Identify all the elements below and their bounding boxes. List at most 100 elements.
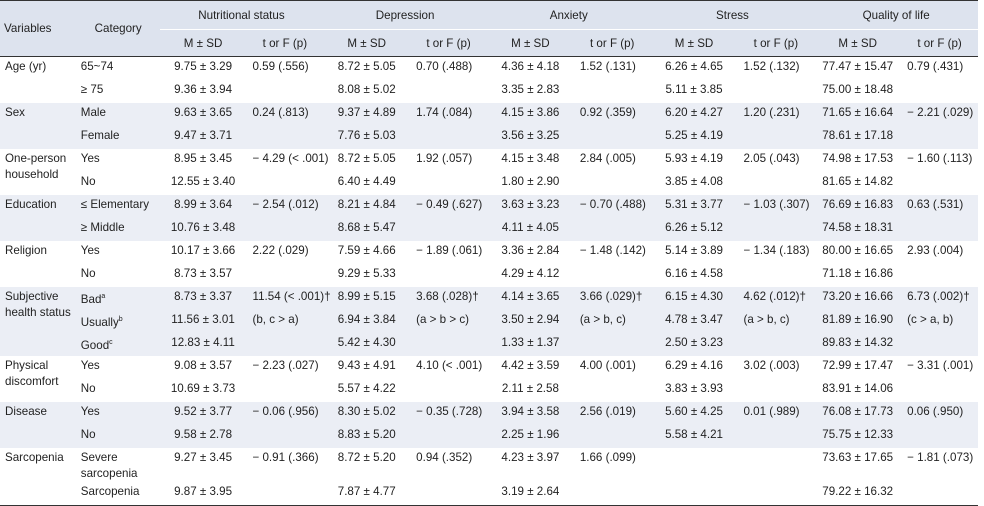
statistic-cell [574, 80, 651, 103]
statistic-cell [737, 218, 815, 241]
statistic-cell: 1.66 (.099) [579, 451, 636, 464]
mean-sd-cell: 4.14 ± 3.65 [486, 287, 574, 310]
mean-sd-cell: 71.65 ± 16.64 [814, 103, 902, 126]
statistic-cell: − 0.70 (.488) [573, 195, 651, 218]
mean-sd-cell: 6.26 ± 5.12 [650, 218, 738, 241]
category-label: Yes [80, 359, 100, 372]
mean-sd-cell: 9.75 ± 3.29 [174, 60, 233, 73]
header-t-or-f: t or F (p) [246, 29, 324, 57]
statistic-cell: 1.52 (.131) [579, 60, 636, 73]
variable-cell: Religion [5, 244, 47, 257]
category-cell: ≥ Middle [76, 218, 160, 241]
mean-sd-cell: 9.36 ± 3.94 [174, 83, 233, 96]
mean-sd-cell: 5.25 ± 4.19 [650, 126, 738, 149]
mean-sd-cell: 5.31 ± 3.77 [650, 195, 738, 218]
mean-sd-cell: 7.59 ± 4.66 [337, 244, 396, 257]
mean-sd-cell: 9.29 ± 5.33 [337, 267, 396, 280]
statistic-cell [574, 172, 651, 195]
statistic-cell [737, 333, 815, 356]
mean-sd-cell: 81.65 ± 14.82 [822, 175, 894, 188]
mean-sd-cell: 4.15 ± 3.86 [486, 103, 574, 126]
category-cell: ≥ 75 [77, 80, 160, 103]
statistic-cell [410, 425, 487, 448]
mean-sd-cell: 4.29 ± 4.12 [501, 267, 560, 280]
statistic-cell [901, 172, 978, 195]
mean-sd-cell: 8.95 ± 3.45 [174, 152, 233, 165]
category-cell: No [77, 264, 160, 287]
statistic-cell: 3.66 (.029)† [573, 287, 651, 310]
category-cell: Female [76, 126, 160, 149]
table-body: Age (yr) 65~74 9.75 ± 3.29 0.59 (.556) 8.72 … [0, 57, 978, 506]
mean-sd-cell: 4.42 ± 3.59 [501, 359, 560, 372]
mean-sd-cell: 71.18 ± 16.86 [822, 267, 894, 280]
mean-sd-cell: 74.58 ± 18.31 [814, 218, 902, 241]
statistic-cell: 6.73 (.002)† [901, 287, 978, 310]
statistic-cell: 0.06 (.950) [901, 402, 978, 425]
mean-sd-cell: 8.72 ± 5.05 [337, 152, 396, 165]
table-row: One-person household Yes 8.95 ± 3.45 − 4.29… [0, 149, 978, 181]
mean-sd-cell: 1.80 ± 2.90 [501, 175, 560, 188]
mean-sd-cell: 8.72 ± 5.05 [337, 60, 396, 73]
header-t-or-f: t or F (p) [410, 29, 487, 57]
statistic-cell [246, 218, 324, 241]
mean-sd-cell: 3.85 ± 4.08 [665, 175, 723, 188]
statistic-cell [246, 379, 323, 402]
table-row: Subjective health status Bada 8.73 ± 3.37 1… [0, 287, 978, 356]
category-label: Yes [80, 152, 100, 165]
mean-sd-cell: 2.50 ± 3.23 [650, 333, 738, 356]
statistic-cell: 4.10 (< .001) [416, 359, 483, 372]
header-t-or-f: t or F (p) [901, 29, 978, 57]
statistic-cell [737, 126, 815, 149]
mean-sd-cell: 74.98 ± 17.53 [822, 152, 894, 165]
statistic-cell [573, 333, 651, 356]
variable-cell: Subjective health status [0, 287, 77, 356]
variable-cell: One-person household [5, 152, 67, 181]
mean-sd-cell: 1.33 ± 1.37 [486, 333, 574, 356]
statistic-cell: − 0.49 (.627) [410, 195, 487, 218]
header-group-anxiety: Anxiety [486, 0, 651, 30]
category-label: Yes [80, 405, 100, 418]
mean-sd-cell: 4.11 ± 4.05 [486, 218, 574, 241]
statistic-cell: − 1.34 (.183) [743, 244, 810, 257]
mean-sd-cell: 77.47 ± 15.47 [822, 60, 894, 73]
statistic-cell: 0.24 (.813) [246, 103, 324, 126]
header-mean-sd: M ± SD [814, 29, 902, 57]
mean-sd-cell: 89.83 ± 14.32 [814, 333, 902, 356]
category-cell: No [77, 379, 160, 402]
mean-sd-cell: 6.15 ± 4.30 [650, 287, 738, 310]
mean-sd-cell: 73.20 ± 16.66 [814, 287, 902, 310]
header-group-depression: Depression [323, 0, 487, 30]
table-row: Sex Male 9.63 ± 3.65 0.24 (.813) 9.37 ± 4.89… [0, 103, 978, 149]
table-row: Religion Yes 10.17 ± 3.66 2.22 (.029) 7.59 ±… [0, 241, 978, 264]
statistic-cell: 0.01 (.989) [737, 402, 815, 425]
statistic-cell [574, 264, 651, 287]
statistic-cell [901, 425, 978, 448]
statistic-cell: 11.54 (< .001)† [246, 287, 331, 310]
header-mean-sd: M ± SD [159, 29, 247, 57]
table-row: Usuallyb 11.56 ± 3.01 (b, c > a) 6.94 ± 3.8… [0, 310, 978, 333]
statistic-cell [901, 80, 978, 103]
mean-sd-cell: 9.63 ± 3.65 [159, 103, 247, 126]
mean-sd-cell: 4.78 ± 3.47 [650, 310, 738, 333]
mean-sd-cell: 2.11 ± 2.58 [501, 382, 559, 395]
statistic-cell [246, 80, 323, 103]
mean-sd-cell: 3.56 ± 3.25 [486, 126, 574, 149]
mean-sd-cell: 9.58 ± 2.78 [159, 425, 247, 448]
category-label: Bad [80, 292, 102, 306]
statistic-cell: 1.52 (.132) [743, 60, 800, 73]
mean-sd-cell: 3.36 ± 2.84 [501, 244, 560, 257]
statistic-cell [574, 379, 651, 402]
statistic-cell: 2.84 (.005) [579, 152, 636, 165]
statistic-cell [737, 264, 814, 287]
variable-cell: Physical discomfort [5, 359, 59, 388]
category-cell: Yes [76, 402, 160, 425]
statistic-cell [737, 80, 814, 103]
statistic-cell [901, 264, 978, 287]
table-row: No 9.58 ± 2.78 8.83 ± 5.20 2.25 ± 1.96 5.58 … [0, 425, 978, 448]
table-row: ≥ Middle 10.76 ± 3.48 8.68 ± 5.47 4.11 ± 4.… [0, 218, 978, 241]
statistic-cell [737, 425, 815, 448]
mean-sd-cell: 6.26 ± 4.65 [665, 60, 723, 73]
statistic-cell: 0.94 (.352) [416, 451, 473, 464]
mean-sd-cell: 3.19 ± 2.64 [501, 485, 560, 498]
